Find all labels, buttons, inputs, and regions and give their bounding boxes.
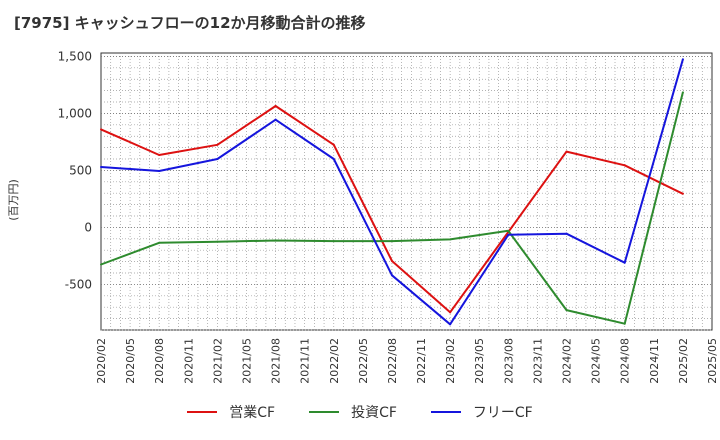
data-point-フリーCF bbox=[681, 58, 684, 61]
data-point-投資CF bbox=[390, 240, 393, 243]
x-tick-label: 2023/05 bbox=[473, 338, 486, 384]
x-tick-label: 2024/02 bbox=[561, 338, 574, 384]
x-tick-label: 2020/08 bbox=[153, 338, 166, 384]
data-point-営業CF bbox=[681, 192, 684, 195]
data-point-投資CF bbox=[216, 240, 219, 243]
x-tick-label: 2025/05 bbox=[706, 338, 719, 384]
x-tick-label: 2024/08 bbox=[619, 338, 632, 384]
data-point-営業CF bbox=[449, 311, 452, 314]
legend-label: 投資CF bbox=[351, 405, 397, 421]
x-tick-label: 2020/11 bbox=[182, 338, 195, 384]
data-point-投資CF bbox=[158, 241, 161, 244]
data-point-投資CF bbox=[449, 238, 452, 241]
data-point-フリーCF bbox=[274, 118, 277, 121]
data-point-営業CF bbox=[216, 143, 219, 146]
data-point-投資CF bbox=[100, 263, 102, 266]
data-point-フリーCF bbox=[390, 274, 393, 277]
x-tick-label: 2022/05 bbox=[357, 338, 370, 384]
x-tick-label: 2022/11 bbox=[415, 338, 428, 384]
data-point-フリーCF bbox=[158, 169, 161, 172]
legend-swatch bbox=[309, 411, 340, 413]
x-tick-label: 2021/11 bbox=[299, 338, 312, 384]
y-tick-label: 1,500 bbox=[58, 49, 92, 63]
legend: 営業CF 投資CF フリーCF bbox=[0, 402, 720, 422]
x-tick-label: 2024/05 bbox=[590, 338, 603, 384]
data-point-フリーCF bbox=[565, 232, 568, 235]
x-tick-label: 2021/08 bbox=[270, 338, 283, 384]
legend-label: フリーCF bbox=[472, 405, 533, 421]
data-point-フリーCF bbox=[623, 261, 626, 264]
data-point-投資CF bbox=[565, 309, 568, 312]
y-tick-label: -500 bbox=[65, 277, 92, 291]
x-tick-label: 2024/11 bbox=[648, 338, 661, 384]
x-tick-label: 2023/11 bbox=[531, 338, 544, 384]
x-tick-label: 2020/02 bbox=[95, 338, 108, 384]
data-point-投資CF bbox=[332, 240, 335, 243]
legend-swatch bbox=[430, 411, 461, 413]
x-tick-label: 2020/05 bbox=[124, 338, 137, 384]
x-tick-label: 2023/08 bbox=[502, 338, 515, 384]
data-point-営業CF bbox=[565, 150, 568, 153]
legend-item: 営業CF bbox=[187, 402, 275, 422]
data-point-フリーCF bbox=[449, 323, 452, 326]
legend-label: 営業CF bbox=[229, 405, 276, 421]
data-point-フリーCF bbox=[216, 158, 219, 161]
data-point-フリーCF bbox=[332, 158, 335, 161]
x-tick-label: 2022/08 bbox=[386, 338, 399, 384]
y-tick-label: 1,000 bbox=[58, 106, 92, 120]
legend-item: フリーCF bbox=[430, 402, 533, 422]
data-point-投資CF bbox=[507, 229, 510, 232]
data-point-投資CF bbox=[623, 322, 626, 325]
legend-swatch bbox=[187, 411, 218, 413]
data-point-営業CF bbox=[100, 128, 102, 131]
x-tick-label: 2025/02 bbox=[677, 338, 690, 384]
data-point-フリーCF bbox=[100, 165, 102, 168]
legend-item: 投資CF bbox=[309, 402, 397, 422]
series-line-投資CF bbox=[100, 92, 684, 325]
x-tick-label: 2021/05 bbox=[240, 338, 253, 384]
y-tick-label: 500 bbox=[69, 163, 92, 177]
y-axis-label: (百万円) bbox=[7, 179, 20, 221]
data-point-営業CF bbox=[274, 105, 277, 108]
data-point-投資CF bbox=[274, 239, 277, 242]
data-point-営業CF bbox=[158, 154, 161, 157]
data-point-営業CF bbox=[332, 143, 335, 146]
x-tick-label: 2021/02 bbox=[211, 338, 224, 384]
data-point-フリーCF bbox=[507, 233, 510, 236]
data-point-投資CF bbox=[681, 91, 684, 94]
y-tick-label: 0 bbox=[84, 220, 92, 234]
chart-title: [7975] キャッシュフローの12か月移動合計の推移 bbox=[14, 14, 366, 32]
data-point-営業CF bbox=[390, 260, 393, 263]
data-point-営業CF bbox=[623, 164, 626, 167]
plot-frame bbox=[100, 52, 713, 331]
x-tick-label: 2022/02 bbox=[328, 338, 341, 384]
x-tick-label: 2023/02 bbox=[444, 338, 457, 384]
